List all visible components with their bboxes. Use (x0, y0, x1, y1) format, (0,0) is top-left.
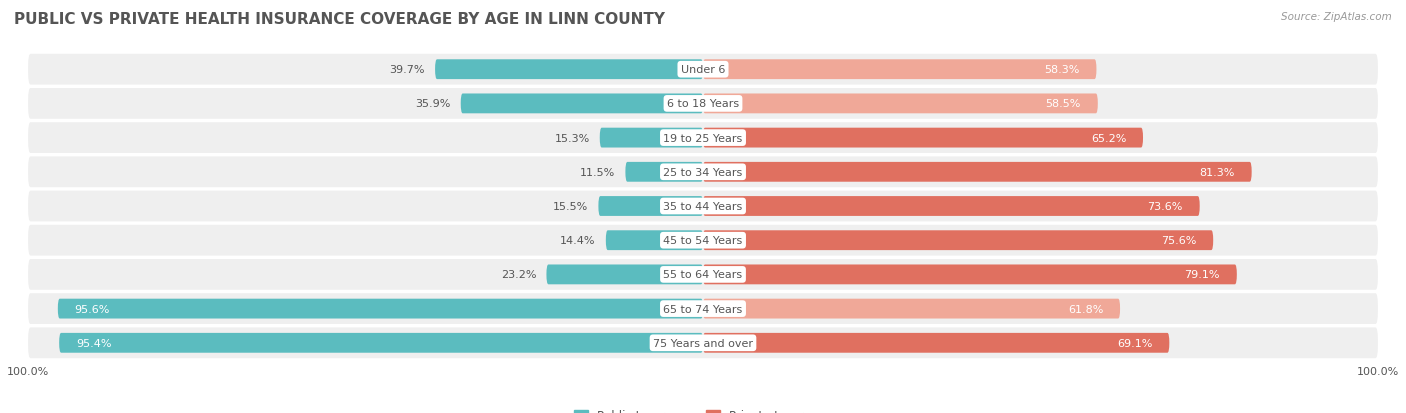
FancyBboxPatch shape (28, 55, 1378, 85)
Text: 39.7%: 39.7% (389, 65, 425, 75)
Text: 79.1%: 79.1% (1184, 270, 1220, 280)
Text: 35 to 44 Years: 35 to 44 Years (664, 202, 742, 211)
FancyBboxPatch shape (600, 128, 703, 148)
FancyBboxPatch shape (28, 328, 1378, 358)
Text: 95.6%: 95.6% (75, 304, 110, 314)
FancyBboxPatch shape (703, 162, 1251, 182)
Legend: Public Insurance, Private Insurance: Public Insurance, Private Insurance (569, 404, 837, 413)
Text: 65 to 74 Years: 65 to 74 Years (664, 304, 742, 314)
FancyBboxPatch shape (599, 197, 703, 216)
FancyBboxPatch shape (28, 157, 1378, 188)
FancyBboxPatch shape (28, 294, 1378, 324)
Text: 25 to 34 Years: 25 to 34 Years (664, 167, 742, 177)
Text: 81.3%: 81.3% (1199, 167, 1234, 177)
FancyBboxPatch shape (703, 94, 1098, 114)
Text: 35.9%: 35.9% (415, 99, 450, 109)
FancyBboxPatch shape (28, 225, 1378, 256)
FancyBboxPatch shape (703, 265, 1237, 285)
FancyBboxPatch shape (58, 299, 703, 319)
FancyBboxPatch shape (626, 162, 703, 182)
Text: 65.2%: 65.2% (1091, 133, 1126, 143)
FancyBboxPatch shape (703, 128, 1143, 148)
FancyBboxPatch shape (28, 89, 1378, 119)
Text: 95.4%: 95.4% (76, 338, 111, 348)
Text: 15.5%: 15.5% (553, 202, 588, 211)
Text: 61.8%: 61.8% (1067, 304, 1104, 314)
Text: 6 to 18 Years: 6 to 18 Years (666, 99, 740, 109)
Text: 45 to 54 Years: 45 to 54 Years (664, 236, 742, 246)
FancyBboxPatch shape (703, 197, 1199, 216)
Text: 58.5%: 58.5% (1046, 99, 1081, 109)
Text: 11.5%: 11.5% (581, 167, 616, 177)
FancyBboxPatch shape (461, 94, 703, 114)
Text: Under 6: Under 6 (681, 65, 725, 75)
Text: 75.6%: 75.6% (1161, 236, 1197, 246)
Text: 14.4%: 14.4% (560, 236, 596, 246)
FancyBboxPatch shape (703, 231, 1213, 251)
Text: 23.2%: 23.2% (501, 270, 536, 280)
FancyBboxPatch shape (59, 333, 703, 353)
FancyBboxPatch shape (434, 60, 703, 80)
Text: 69.1%: 69.1% (1118, 338, 1153, 348)
Text: 58.3%: 58.3% (1045, 65, 1080, 75)
Text: 75 Years and over: 75 Years and over (652, 338, 754, 348)
FancyBboxPatch shape (28, 123, 1378, 154)
FancyBboxPatch shape (703, 299, 1121, 319)
Text: Source: ZipAtlas.com: Source: ZipAtlas.com (1281, 12, 1392, 22)
Text: PUBLIC VS PRIVATE HEALTH INSURANCE COVERAGE BY AGE IN LINN COUNTY: PUBLIC VS PRIVATE HEALTH INSURANCE COVER… (14, 12, 665, 27)
FancyBboxPatch shape (606, 231, 703, 251)
FancyBboxPatch shape (28, 191, 1378, 222)
Text: 73.6%: 73.6% (1147, 202, 1182, 211)
FancyBboxPatch shape (28, 259, 1378, 290)
Text: 15.3%: 15.3% (554, 133, 589, 143)
FancyBboxPatch shape (703, 60, 1097, 80)
Text: 19 to 25 Years: 19 to 25 Years (664, 133, 742, 143)
FancyBboxPatch shape (547, 265, 703, 285)
Text: 55 to 64 Years: 55 to 64 Years (664, 270, 742, 280)
FancyBboxPatch shape (703, 333, 1170, 353)
